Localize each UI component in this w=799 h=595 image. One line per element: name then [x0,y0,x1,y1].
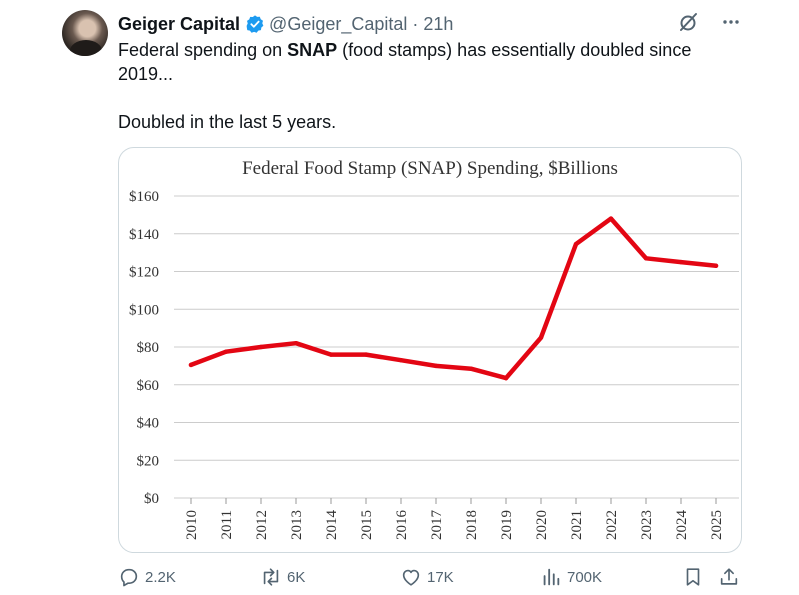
verified-badge-icon [246,15,264,33]
data-point [538,335,544,340]
data-point [258,344,264,350]
x-tick-label: 2018 [464,510,480,540]
views-button[interactable]: 700K [540,566,602,588]
x-tick-label: 2010 [184,510,200,540]
share-button[interactable] [718,566,745,588]
x-tick-label: 2023 [639,510,655,540]
share-icon [720,568,738,585]
data-point [293,341,299,346]
data-point [433,363,439,369]
y-tick-label: $20 [137,453,160,469]
chart-image-card[interactable]: Federal Food Stamp (SNAP) Spending, $Bil… [118,147,742,553]
retweet-button[interactable]: 6K [260,566,305,588]
like-count: 17K [427,568,454,586]
series-line-snap-spending [188,216,719,381]
views-count: 700K [567,568,603,586]
x-tick-label: 2022 [604,510,620,540]
retweet-count: 6K [287,568,306,586]
data-point [608,216,614,221]
y-tick-label: $160 [129,189,159,205]
like-button[interactable]: 17K [400,566,454,588]
x-tick-label: 2017 [429,510,445,541]
bookmark-icon [686,568,700,586]
data-point [573,241,579,247]
data-point [643,256,649,261]
x-tick-label: 2013 [289,510,305,540]
tweet-header: Geiger Capital @Geiger_Capital · 21h [118,12,453,36]
data-point [713,263,719,269]
text-segment: Federal spending on [118,40,288,60]
reply-button[interactable]: 2.2K [118,566,176,588]
tweet-text: Federal spending on SNAP (food stamps) h… [118,38,748,134]
like-icon [402,569,420,586]
x-tick-label: 2024 [674,510,690,541]
data-point [503,375,509,381]
more-icon[interactable] [721,12,741,32]
data-point [398,358,404,363]
x-tick-label: 2019 [499,510,515,540]
data-point [678,259,684,265]
text-bold-snap: SNAP [287,40,338,60]
header-actions [677,10,741,34]
tweet-line-2: Doubled in the last 5 years. [118,112,337,132]
x-tick-label: 2012 [254,510,270,540]
action-bar: 2.2K 6K 17K 700K [118,566,748,590]
separator-dot: · [412,13,419,34]
data-point [188,362,194,368]
y-tick-label: $40 [137,416,160,432]
data-point [363,352,369,357]
x-tick-label: 2011 [219,510,235,539]
reply-icon [120,568,138,587]
x-tick-label: 2020 [534,510,550,540]
avatar[interactable] [62,10,108,56]
data-point [468,366,474,371]
x-tick-label: 2025 [709,510,725,540]
y-tick-label: $140 [129,227,159,243]
x-tick-label: 2014 [324,510,340,541]
y-tick-label: $0 [144,491,159,507]
timestamp[interactable]: 21h [423,13,454,34]
grok-icon[interactable] [677,10,701,34]
y-tick-label: $60 [137,378,160,394]
text-segment: (food stamps) has essentially doubled si… [118,40,692,84]
chart-title: Federal Food Stamp (SNAP) Spending, $Bil… [242,158,618,179]
data-point [328,352,334,357]
y-tick-label: $120 [129,265,159,281]
x-tick-label: 2015 [359,510,375,540]
retweet-icon [263,568,279,586]
y-tick-label: $100 [129,302,159,318]
tweet-line-1: Federal spending on SNAP (food stamps) h… [118,38,748,86]
author-name[interactable]: Geiger Capital [118,13,241,34]
data-point [223,349,229,354]
reply-count: 2.2K [145,568,176,586]
views-icon [543,568,560,586]
snap-spending-chart: Federal Food Stamp (SNAP) Spending, $Bil… [129,158,739,541]
y-tick-label: $80 [137,340,160,356]
x-tick-label: 2021 [569,510,585,540]
x-tick-label: 2016 [394,510,410,541]
author-handle[interactable]: @Geiger_Capital [269,13,408,34]
bookmark-button[interactable] [682,566,709,588]
